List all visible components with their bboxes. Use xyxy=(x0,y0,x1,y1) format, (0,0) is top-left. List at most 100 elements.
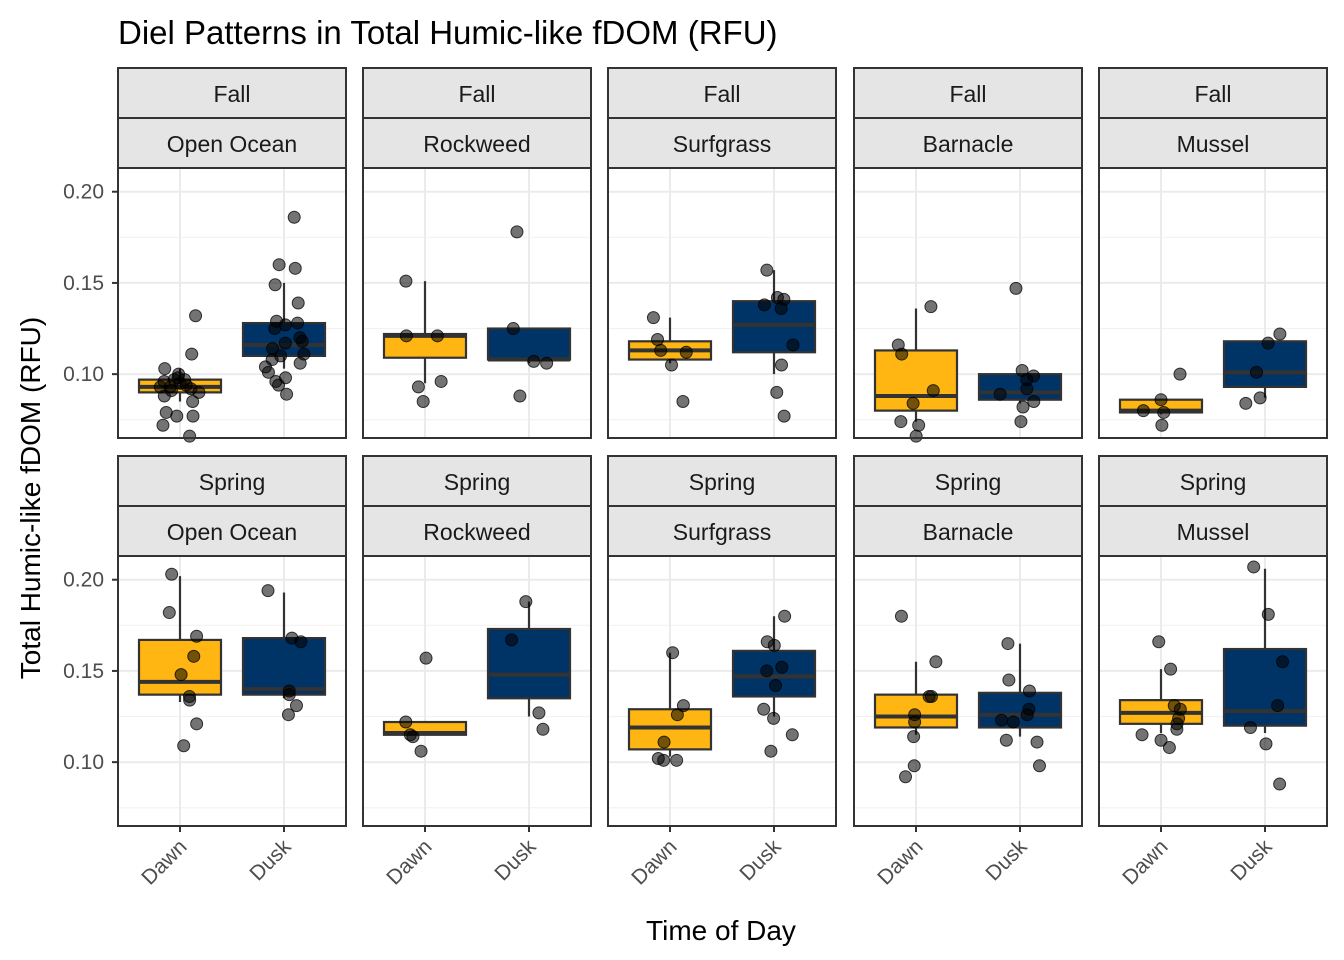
x-tick-label: Dawn xyxy=(137,835,191,889)
data-point xyxy=(190,717,204,731)
data-point xyxy=(272,258,286,272)
x-tick-label: Dawn xyxy=(1118,835,1172,889)
data-point xyxy=(1273,777,1287,791)
panel-border xyxy=(362,167,592,439)
data-point xyxy=(411,380,425,394)
data-point xyxy=(778,609,792,623)
data-point xyxy=(1247,560,1261,574)
data-point xyxy=(1154,733,1168,747)
data-point xyxy=(1022,702,1036,716)
data-point xyxy=(1173,367,1187,381)
data-point xyxy=(670,753,684,767)
x-tick-label: Dusk xyxy=(490,835,540,885)
data-point xyxy=(182,689,196,703)
season-strip xyxy=(1098,455,1328,507)
data-point xyxy=(908,708,922,722)
data-point xyxy=(1167,699,1181,713)
data-point xyxy=(651,752,665,765)
box-dusk xyxy=(241,636,327,696)
season-strip-label: Fall xyxy=(213,81,250,107)
data-point xyxy=(291,316,305,330)
data-point xyxy=(651,332,665,346)
data-point xyxy=(519,595,533,609)
data-point xyxy=(1022,684,1036,698)
x-tick-label: Dawn xyxy=(382,835,436,889)
data-point xyxy=(1154,393,1168,407)
data-point xyxy=(1027,369,1041,383)
data-point xyxy=(906,396,920,410)
data-point xyxy=(280,387,294,401)
data-point xyxy=(274,349,288,363)
data-point xyxy=(760,664,774,678)
site-strip-label: Mussel xyxy=(1177,131,1250,157)
site-strip xyxy=(1098,117,1328,169)
season-strip-label: Spring xyxy=(689,469,755,495)
data-point xyxy=(670,708,684,722)
data-point xyxy=(174,668,188,682)
season-strip xyxy=(853,67,1083,119)
data-point xyxy=(770,291,784,305)
panel-spring-rockweed: Spring Rockweed Dawn Dusk xyxy=(362,455,592,890)
data-point xyxy=(1164,662,1178,676)
panel-border xyxy=(607,555,837,827)
panel-spring-surfgrass: Spring Surfgrass Dawn Dusk xyxy=(607,455,837,890)
y-tick-label: 0.10 xyxy=(63,363,104,386)
data-point xyxy=(999,733,1013,747)
data-point xyxy=(419,651,433,665)
data-point xyxy=(261,584,275,598)
data-point xyxy=(1014,415,1028,429)
data-point xyxy=(676,699,690,713)
data-point xyxy=(1261,607,1275,621)
data-point xyxy=(1276,655,1290,669)
data-point xyxy=(1002,673,1016,687)
season-strip-label: Fall xyxy=(949,81,986,107)
data-point xyxy=(757,702,771,716)
y-tick-label: 0.10 xyxy=(63,751,104,774)
data-point xyxy=(1009,281,1023,295)
data-point xyxy=(894,609,908,623)
season-strip xyxy=(362,455,592,507)
data-point xyxy=(403,728,417,742)
data-point xyxy=(289,699,303,713)
box-dusk xyxy=(977,691,1063,729)
data-point xyxy=(764,744,778,758)
data-point xyxy=(679,345,693,359)
y-tick-label: 0.15 xyxy=(63,660,104,683)
data-point xyxy=(287,210,301,224)
site-strip-label: Surfgrass xyxy=(673,131,771,157)
data-point xyxy=(430,329,444,343)
data-point xyxy=(1273,327,1287,341)
data-point xyxy=(281,708,295,722)
data-point xyxy=(760,635,774,649)
panel-spring-mussel: Spring Mussel Dawn Dusk xyxy=(1098,455,1328,890)
data-point xyxy=(183,429,197,443)
data-point xyxy=(297,347,311,361)
plot-background xyxy=(118,168,346,438)
season-strip-label: Spring xyxy=(935,469,1001,495)
site-strip-label: Barnacle xyxy=(923,131,1014,157)
data-point xyxy=(282,684,296,698)
data-point xyxy=(1253,391,1267,405)
data-point xyxy=(278,336,292,350)
data-point xyxy=(268,278,282,292)
data-point xyxy=(270,314,284,328)
panel-border xyxy=(1098,167,1328,439)
data-point xyxy=(186,395,200,409)
plot-background xyxy=(1099,168,1327,438)
data-point xyxy=(1032,759,1046,773)
data-point xyxy=(786,338,800,352)
data-point xyxy=(1243,720,1257,734)
box-dawn xyxy=(873,349,959,412)
data-point xyxy=(288,261,302,275)
season-strip xyxy=(853,455,1083,507)
data-point xyxy=(1135,728,1149,742)
data-point xyxy=(158,362,172,376)
y-axis-title: Total Humic-like fDOM (RFU) xyxy=(15,317,46,679)
x-tick-label: Dawn xyxy=(873,835,927,889)
data-point xyxy=(646,311,660,325)
panel-border xyxy=(1098,555,1328,827)
panel-fall-surfgrass: Fall Surfgrass xyxy=(607,67,837,439)
panel-fall-mussel: Fall Mussel xyxy=(1098,67,1328,439)
data-point xyxy=(1249,365,1263,379)
